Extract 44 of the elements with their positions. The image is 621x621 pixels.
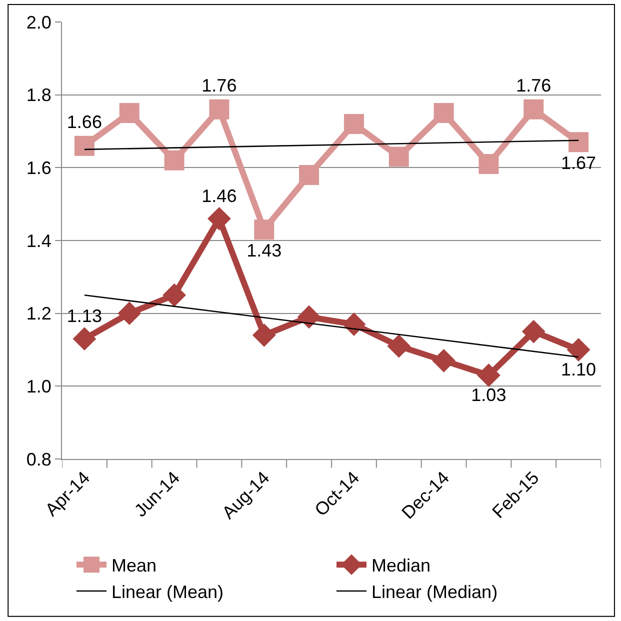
data-label: 1.76 xyxy=(202,75,237,96)
point xyxy=(72,327,96,351)
point xyxy=(477,364,500,387)
y-tick-label: 1.0 xyxy=(26,376,52,396)
data-label: 1.43 xyxy=(246,240,282,261)
legend-label: Linear (Median) xyxy=(372,582,498,602)
y-tick-label: 1.6 xyxy=(26,158,52,178)
point xyxy=(432,348,456,372)
point xyxy=(164,150,184,170)
point xyxy=(387,334,411,358)
point xyxy=(478,154,499,174)
point xyxy=(299,164,320,185)
legend-label: Linear (Mean) xyxy=(112,582,224,602)
point xyxy=(524,99,544,120)
data-label: 1.10 xyxy=(561,360,596,380)
data-label: 1.03 xyxy=(471,384,506,405)
y-tick-label: 1.8 xyxy=(26,85,52,106)
point xyxy=(434,103,454,124)
data-label: 1.66 xyxy=(66,112,102,132)
data-label: 1.46 xyxy=(202,186,237,206)
point xyxy=(344,114,364,134)
point xyxy=(568,132,589,152)
point xyxy=(388,146,409,167)
point xyxy=(119,103,140,124)
point xyxy=(342,312,366,336)
data-label: 1.67 xyxy=(561,153,596,174)
point xyxy=(297,305,321,329)
point xyxy=(208,206,231,230)
legend-label: Mean xyxy=(112,556,157,576)
data-label: 1.76 xyxy=(516,75,552,96)
point xyxy=(252,323,276,347)
y-tick-label: 1.2 xyxy=(26,304,52,324)
point xyxy=(566,338,590,362)
y-tick-label: 1.4 xyxy=(26,230,52,251)
y-tick-label: 2.0 xyxy=(26,12,52,32)
point xyxy=(118,302,142,326)
point xyxy=(522,320,546,344)
point xyxy=(74,136,94,156)
legend-label: Median xyxy=(372,556,431,576)
point xyxy=(162,283,186,307)
y-tick-label: 0.8 xyxy=(26,449,52,470)
point xyxy=(254,220,274,240)
point xyxy=(209,99,230,120)
data-label: 1.13 xyxy=(66,306,102,326)
